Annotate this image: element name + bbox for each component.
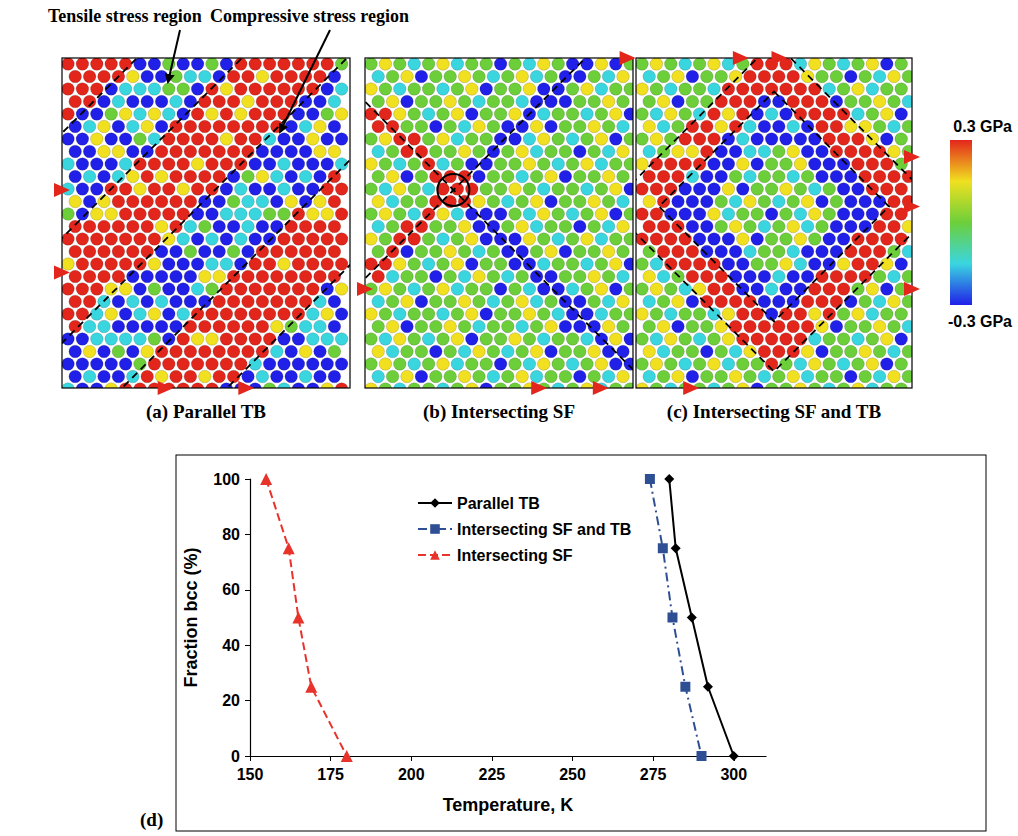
svg-text:Fraction bcc (%): Fraction bcc (%) <box>181 547 201 687</box>
svg-text:(d): (d) <box>140 809 163 831</box>
svg-text:250: 250 <box>559 766 586 783</box>
svg-text:Parallel TB: Parallel TB <box>457 495 540 512</box>
svg-text:-0.3 GPa: -0.3 GPa <box>948 313 1012 330</box>
svg-text:100: 100 <box>213 471 240 488</box>
svg-text:40: 40 <box>222 637 240 654</box>
svg-text:0: 0 <box>231 748 240 765</box>
svg-text:(a) Parallel TB: (a) Parallel TB <box>146 401 266 423</box>
svg-text:Compressive stress region: Compressive stress region <box>210 6 409 26</box>
svg-text:150: 150 <box>237 766 264 783</box>
svg-text:275: 275 <box>640 766 667 783</box>
svg-text:Temperature, K: Temperature, K <box>443 795 574 815</box>
svg-text:300: 300 <box>720 766 747 783</box>
svg-text:60: 60 <box>222 581 240 598</box>
svg-text:Tensile stress region: Tensile stress region <box>48 6 202 26</box>
svg-text:200: 200 <box>398 766 425 783</box>
svg-text:0.3 GPa: 0.3 GPa <box>953 118 1012 135</box>
svg-text:225: 225 <box>479 766 506 783</box>
svg-text:(b) Intersecting SF: (b) Intersecting SF <box>423 401 575 423</box>
svg-text:20: 20 <box>222 692 240 709</box>
svg-text:Intersecting SF: Intersecting SF <box>457 547 573 564</box>
svg-text:(c) Intersecting SF and TB: (c) Intersecting SF and TB <box>667 401 882 423</box>
svg-text:175: 175 <box>317 766 344 783</box>
svg-text:80: 80 <box>222 526 240 543</box>
svg-text:Intersecting SF and TB: Intersecting SF and TB <box>457 521 631 538</box>
